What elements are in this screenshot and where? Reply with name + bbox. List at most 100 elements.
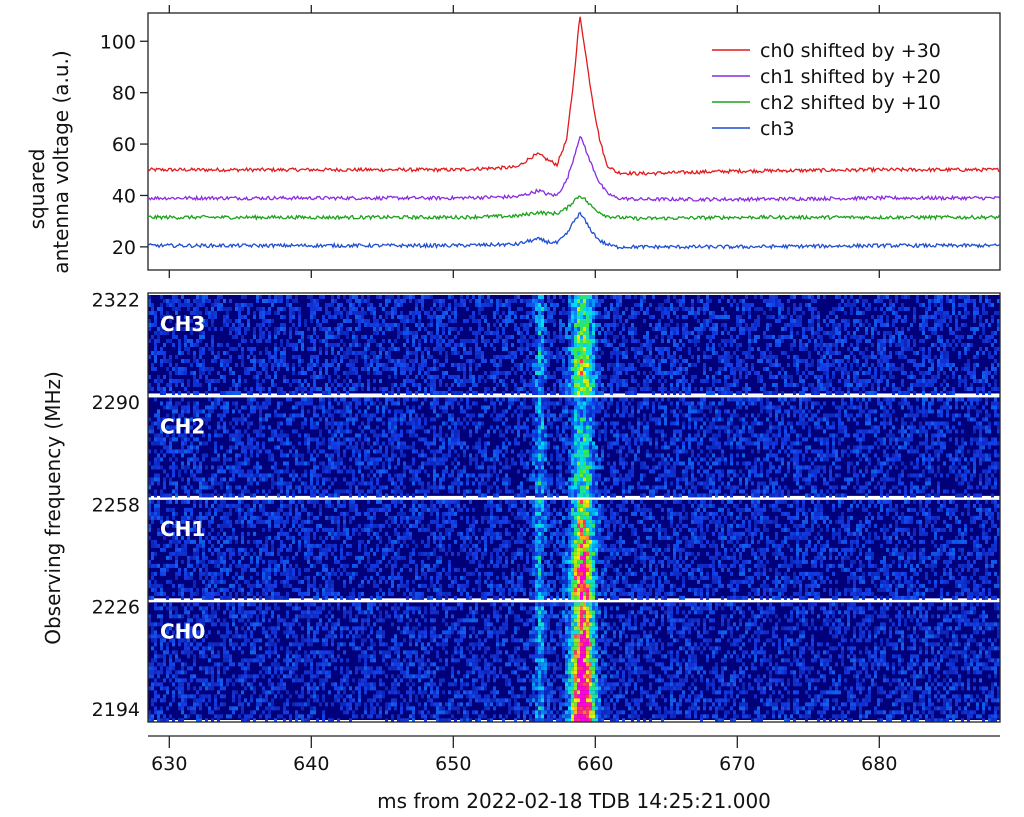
- pixel: [382, 391, 385, 395]
- pixel: [562, 363, 565, 367]
- pixel: [679, 429, 682, 434]
- pixel: [220, 295, 223, 299]
- pixel: [928, 401, 931, 406]
- pixel: [574, 327, 577, 331]
- pixel: [259, 307, 262, 311]
- pixel: [673, 429, 676, 434]
- pixel: [586, 363, 589, 367]
- pixel: [691, 355, 694, 359]
- pixel: [325, 359, 328, 363]
- pixel: [301, 405, 304, 410]
- pixel: [364, 347, 367, 351]
- pixel: [793, 409, 796, 414]
- pixel: [847, 379, 850, 383]
- pixel: [676, 307, 679, 311]
- pixel: [577, 307, 580, 311]
- pixel: [838, 327, 841, 331]
- pixel: [427, 383, 430, 387]
- pixel: [808, 417, 811, 422]
- pixel: [937, 359, 940, 363]
- pixel: [280, 421, 283, 426]
- pixel: [541, 327, 544, 331]
- pixel: [586, 319, 589, 323]
- pixel: [988, 303, 991, 307]
- pixel: [298, 339, 301, 343]
- pixel: [175, 335, 178, 339]
- pixel: [706, 405, 709, 410]
- pixel: [814, 315, 817, 319]
- pixel: [418, 299, 421, 303]
- pixel: [409, 359, 412, 363]
- pixel: [193, 391, 196, 395]
- pixel: [913, 429, 916, 434]
- pixel: [940, 351, 943, 355]
- pixel: [253, 363, 256, 367]
- pixel: [976, 311, 979, 315]
- pixel: [730, 391, 733, 395]
- pixel: [316, 303, 319, 307]
- pixel: [532, 367, 535, 371]
- pixel: [253, 335, 256, 339]
- pixel: [784, 335, 787, 339]
- pixel: [532, 303, 535, 307]
- pixel: [487, 429, 490, 434]
- pixel: [874, 299, 877, 303]
- pixel: [622, 405, 625, 410]
- pixel: [676, 359, 679, 363]
- pixel: [919, 363, 922, 367]
- pixel: [484, 387, 487, 391]
- pixel: [874, 375, 877, 379]
- pixel: [604, 429, 607, 434]
- pixel: [793, 295, 796, 299]
- pixel: [976, 401, 979, 406]
- pixel: [571, 371, 574, 375]
- pixel: [808, 355, 811, 359]
- pixel: [364, 425, 367, 430]
- pixel: [340, 311, 343, 315]
- pixel: [322, 363, 325, 367]
- pixel: [265, 319, 268, 323]
- pixel: [673, 409, 676, 414]
- pixel: [985, 299, 988, 303]
- pixel: [154, 343, 157, 347]
- pixel: [220, 307, 223, 311]
- pixel: [577, 323, 580, 327]
- pixel: [421, 355, 424, 359]
- pixel: [787, 335, 790, 339]
- pixel: [841, 391, 844, 395]
- pixel: [313, 315, 316, 319]
- pixel: [163, 387, 166, 391]
- pixel: [178, 429, 181, 434]
- pixel: [709, 391, 712, 395]
- pixel: [856, 383, 859, 387]
- pixel: [748, 315, 751, 319]
- pixel: [406, 375, 409, 379]
- pixel: [793, 323, 796, 327]
- pixel: [310, 363, 313, 367]
- pixel: [769, 363, 772, 367]
- pixel: [586, 307, 589, 311]
- pixel: [319, 351, 322, 355]
- pixel: [748, 387, 751, 391]
- pixel: [562, 387, 565, 391]
- pixel: [595, 323, 598, 327]
- pixel: [838, 391, 841, 395]
- pixel: [760, 355, 763, 359]
- pixel: [763, 311, 766, 315]
- pixel: [523, 335, 526, 339]
- pixel: [499, 417, 502, 422]
- pixel: [811, 413, 814, 418]
- pixel: [997, 347, 1000, 351]
- pixel: [871, 383, 874, 387]
- pixel: [976, 387, 979, 391]
- pixel: [727, 315, 730, 319]
- pixel: [346, 417, 349, 422]
- pixel: [610, 383, 613, 387]
- pixel: [706, 387, 709, 391]
- pixel: [988, 429, 991, 434]
- pixel: [598, 379, 601, 383]
- pixel: [643, 425, 646, 430]
- pixel: [631, 307, 634, 311]
- legend-label-ch1: ch1 shifted by +20: [760, 66, 941, 88]
- pixel: [358, 383, 361, 387]
